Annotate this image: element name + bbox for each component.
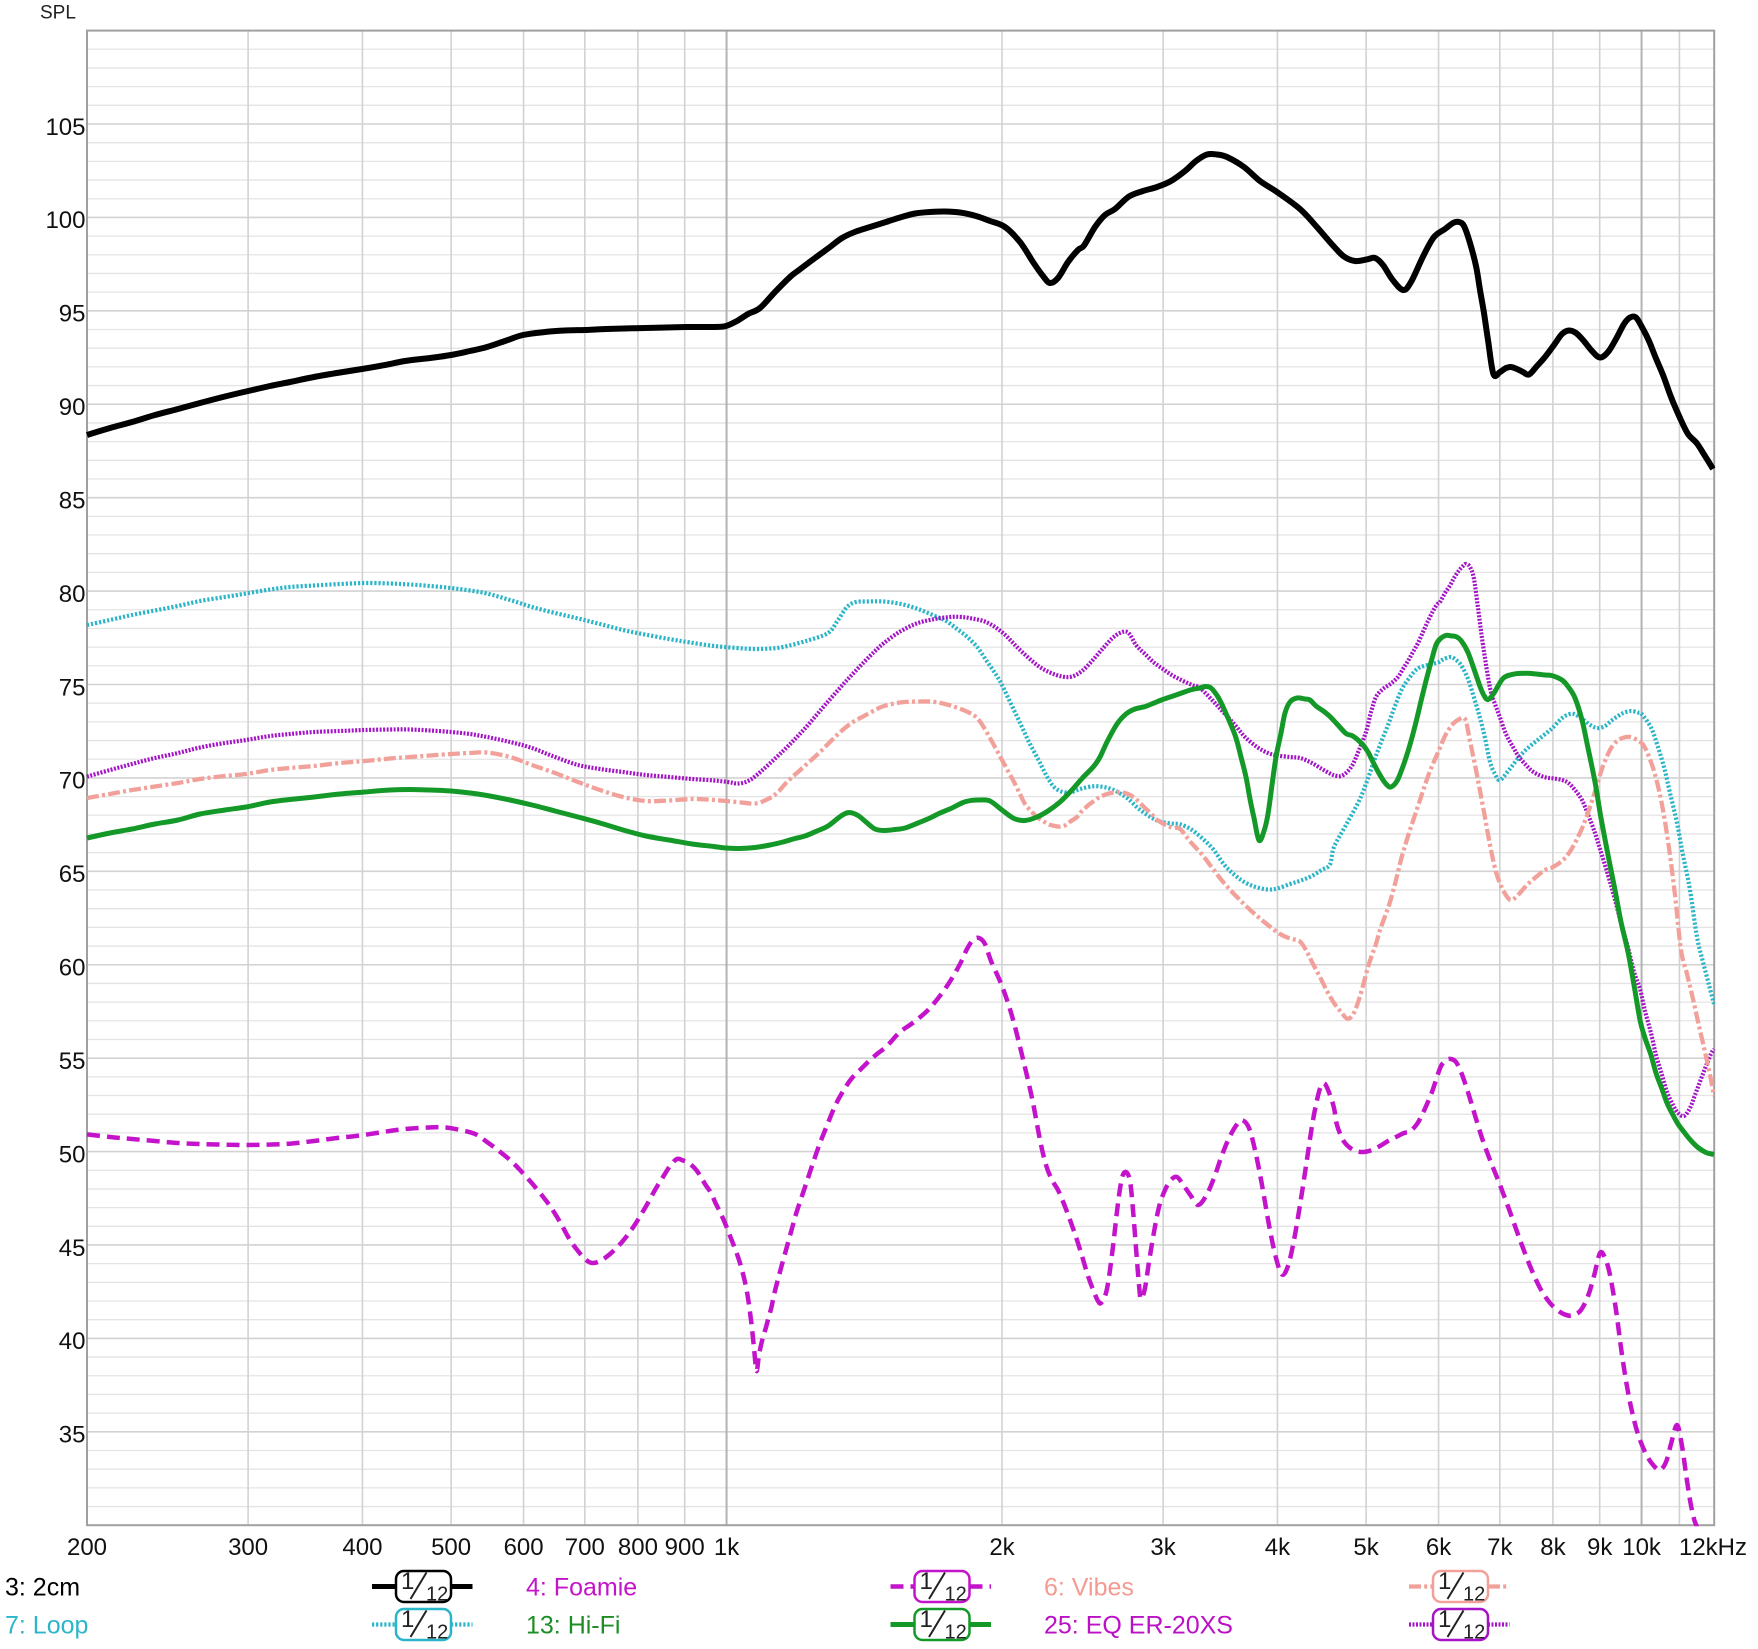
svg-text:1: 1 — [920, 1606, 933, 1633]
svg-text:300: 300 — [228, 1534, 268, 1561]
svg-text:60: 60 — [59, 955, 86, 982]
svg-text:1: 1 — [401, 1606, 414, 1633]
svg-text:40: 40 — [59, 1328, 86, 1355]
svg-text:50: 50 — [59, 1141, 86, 1168]
svg-text:45: 45 — [59, 1235, 86, 1262]
svg-text:85: 85 — [59, 488, 86, 515]
svg-text:35: 35 — [59, 1422, 86, 1449]
svg-text:5k: 5k — [1353, 1534, 1379, 1561]
svg-text:105: 105 — [45, 114, 85, 141]
svg-text:65: 65 — [59, 861, 86, 888]
svg-text:600: 600 — [504, 1534, 544, 1561]
svg-text:700: 700 — [565, 1534, 605, 1561]
svg-text:400: 400 — [342, 1534, 382, 1561]
svg-text:12: 12 — [945, 1622, 967, 1644]
svg-text:80: 80 — [59, 581, 86, 608]
svg-text:1: 1 — [401, 1568, 414, 1595]
svg-text:12: 12 — [1463, 1584, 1485, 1606]
svg-text:1: 1 — [1438, 1606, 1451, 1633]
svg-text:6: Vibes: 6: Vibes — [1044, 1574, 1134, 1602]
svg-text:2k: 2k — [989, 1534, 1015, 1561]
svg-text:10k: 10k — [1622, 1534, 1662, 1561]
svg-text:4k: 4k — [1265, 1534, 1291, 1561]
svg-text:12: 12 — [426, 1584, 448, 1606]
svg-text:3k: 3k — [1150, 1534, 1176, 1561]
svg-text:90: 90 — [59, 394, 86, 421]
svg-text:100: 100 — [45, 207, 85, 234]
svg-text:75: 75 — [59, 674, 86, 701]
svg-text:13: Hi-Fi: 13: Hi-Fi — [526, 1612, 620, 1640]
svg-text:95: 95 — [59, 301, 86, 328]
svg-text:1: 1 — [1438, 1568, 1451, 1595]
svg-text:500: 500 — [431, 1534, 471, 1561]
svg-text:4: Foamie: 4: Foamie — [526, 1574, 637, 1602]
svg-text:900: 900 — [665, 1534, 705, 1561]
svg-text:7k: 7k — [1487, 1534, 1513, 1561]
svg-text:6k: 6k — [1426, 1534, 1452, 1561]
svg-text:12: 12 — [945, 1584, 967, 1606]
svg-text:1k: 1k — [714, 1534, 740, 1561]
svg-text:9k: 9k — [1587, 1534, 1613, 1561]
svg-text:12: 12 — [426, 1622, 448, 1644]
svg-text:800: 800 — [618, 1534, 658, 1561]
svg-text:1: 1 — [920, 1568, 933, 1595]
svg-text:25: EQ ER-20XS: 25: EQ ER-20XS — [1044, 1612, 1233, 1640]
svg-text:SPL: SPL — [40, 3, 76, 24]
svg-text:8k: 8k — [1540, 1534, 1566, 1561]
svg-text:55: 55 — [59, 1048, 86, 1075]
svg-text:70: 70 — [59, 768, 86, 795]
svg-text:3: 2cm: 3: 2cm — [5, 1574, 80, 1602]
svg-text:200: 200 — [67, 1534, 107, 1561]
svg-text:7: Loop: 7: Loop — [5, 1612, 88, 1640]
svg-text:12: 12 — [1463, 1622, 1485, 1644]
svg-text:12kHz: 12kHz — [1679, 1534, 1747, 1561]
